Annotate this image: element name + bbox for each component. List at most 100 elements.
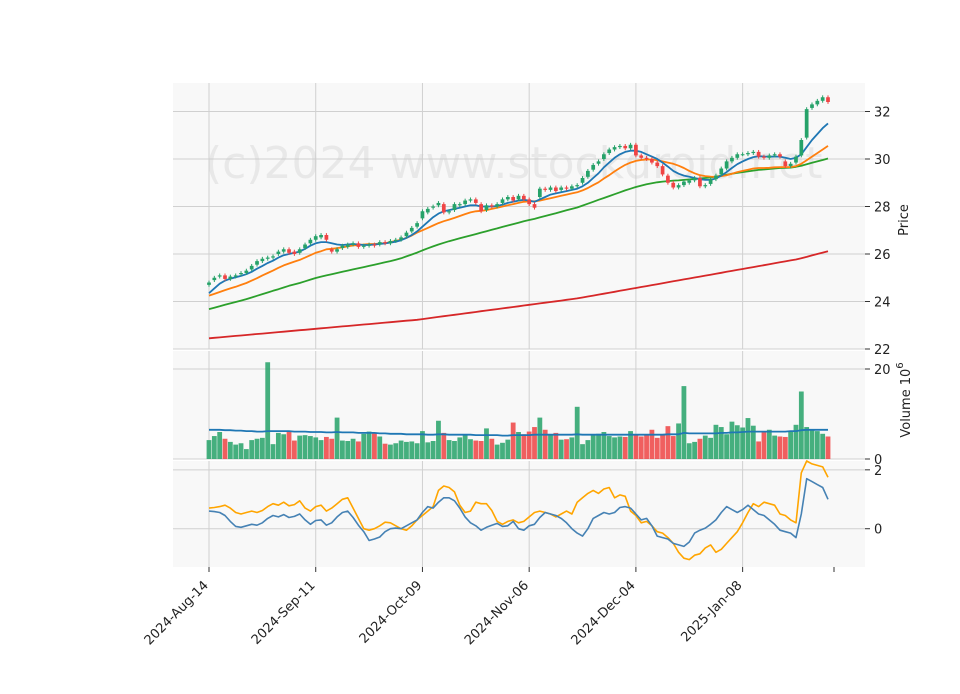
candle-body [628,144,633,149]
candle-body [660,166,665,175]
oscillator-line-2 [208,460,829,561]
candle-body [730,157,734,162]
volume-exponent-power: 6 [895,362,906,368]
volume-bar [436,420,441,459]
candle-body [569,186,574,189]
volume-bar [606,436,612,459]
volume-bar [430,441,436,459]
volume-bar [542,429,548,459]
volume-bar [804,427,810,459]
candle-body [473,199,478,203]
candle-body [735,154,740,158]
candle-body [340,245,345,249]
volume-bar [297,435,303,459]
volume-y-tick-label: 20 [874,363,891,378]
candle-body [303,244,307,249]
volume-y-tick-label: 0 [874,453,882,468]
x-tick-label: 2024-Oct-09 [357,578,425,646]
volume-bar [654,437,660,459]
volume-bar [585,440,591,459]
candle-body [228,276,233,279]
watermark-text: (c)2024 www.stockdroid.net [205,138,822,189]
price-y-tick-label: 28 [874,201,891,216]
x-tick-label: 2025-Jan-08 [678,578,745,645]
candle-body [708,179,713,184]
x-tick-label: 2024-Nov-06 [462,578,532,648]
candle-body [762,156,766,158]
candle-body [500,199,505,203]
volume-bar [211,436,217,459]
candle-body [580,178,585,183]
volume-bars [206,362,831,459]
volume-label-text: Volume [899,389,914,437]
candle-body [650,159,654,163]
candle-body [655,162,660,167]
candle-body [724,161,729,169]
volume-bar [334,417,340,459]
volume-bar [206,440,212,459]
candle-body [212,277,217,281]
volume-bar [772,435,778,459]
candle-body [345,244,350,247]
volume-bar [409,441,415,459]
candle-body [356,243,361,247]
candle-body [618,145,622,148]
volume-bar [393,443,399,459]
candle-body [223,275,227,279]
candle-body [810,104,814,108]
candle-body [383,242,387,244]
volume-bar [398,440,404,459]
candle-body [586,170,590,177]
volume-bar [233,444,239,459]
candle-body [388,240,393,244]
candle-body [255,261,259,265]
volume-bar [238,443,244,459]
volume-bar [665,426,671,459]
candle-body [799,140,804,156]
candle-body [783,161,788,167]
volume-bar [462,435,468,459]
candle-body [756,151,761,157]
oscillator-lines [208,460,829,561]
volume-bar [388,444,393,459]
volume-bar [345,441,351,459]
volume-bar [740,427,746,459]
candle-body [484,205,489,211]
candle-body [361,245,366,247]
volume-bar [729,421,735,459]
volume-bar [217,432,223,459]
candle-body [671,182,676,188]
volume-bar [617,436,623,459]
candle-body [244,270,249,273]
volume-bar [724,434,730,459]
candle-body [676,185,681,188]
indicator-y-tick-label: 2 [874,464,882,479]
candle-body [612,147,617,150]
candle-body [420,211,425,219]
candle-body [740,154,745,156]
price-y-tick-label: 32 [874,106,891,121]
volume-bar [537,417,543,459]
candle-body [644,157,649,159]
volume-bar [377,436,383,459]
candle-body [457,204,462,206]
candle-body [276,251,281,254]
candle-body [377,242,382,245]
candle-body [746,153,750,155]
price-y-tick-label: 24 [874,296,891,311]
volume-bar [745,418,751,459]
volume-bar [681,386,687,459]
volume-bar [243,449,249,459]
candle-body [335,249,339,252]
volume-bar [708,437,714,459]
volume-bar [590,434,596,459]
volume-bar [425,442,431,459]
candle-body [351,243,355,245]
volume-bar [564,439,569,459]
volume-bar [553,432,559,459]
candle-body [521,195,526,200]
volume-bar [494,444,500,459]
volume-bar [601,432,607,459]
